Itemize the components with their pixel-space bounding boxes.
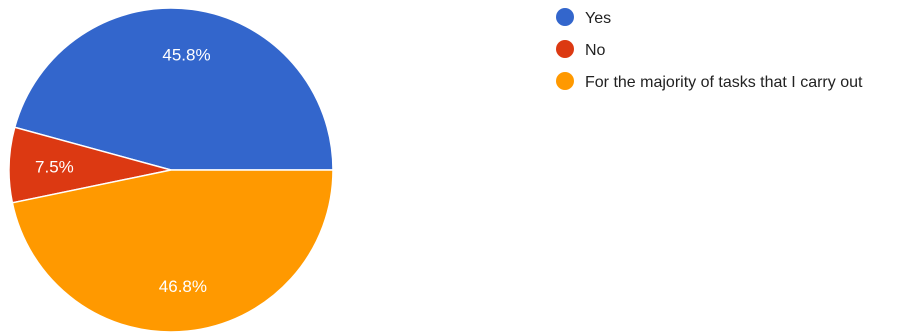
legend-swatch <box>556 72 574 90</box>
legend-label: For the majority of tasks that I carry o… <box>585 74 863 91</box>
legend: Yes No For the majority of tasks that I ca… <box>556 8 863 91</box>
slice-value-label: 45.8% <box>162 45 210 64</box>
legend-swatch <box>556 8 574 26</box>
pie-slice-for-the-majority[interactable] <box>12 170 333 332</box>
legend-item[interactable]: For the majority of tasks that I carry o… <box>556 72 863 91</box>
legend-label: Yes <box>585 10 611 27</box>
slice-value-label: 46.8% <box>159 277 207 296</box>
legend-label: No <box>585 42 606 59</box>
legend-item[interactable]: No <box>556 40 606 59</box>
legend-item[interactable]: Yes <box>556 8 611 27</box>
legend-swatch <box>556 40 574 58</box>
slice-value-label: 7.5% <box>35 157 74 176</box>
